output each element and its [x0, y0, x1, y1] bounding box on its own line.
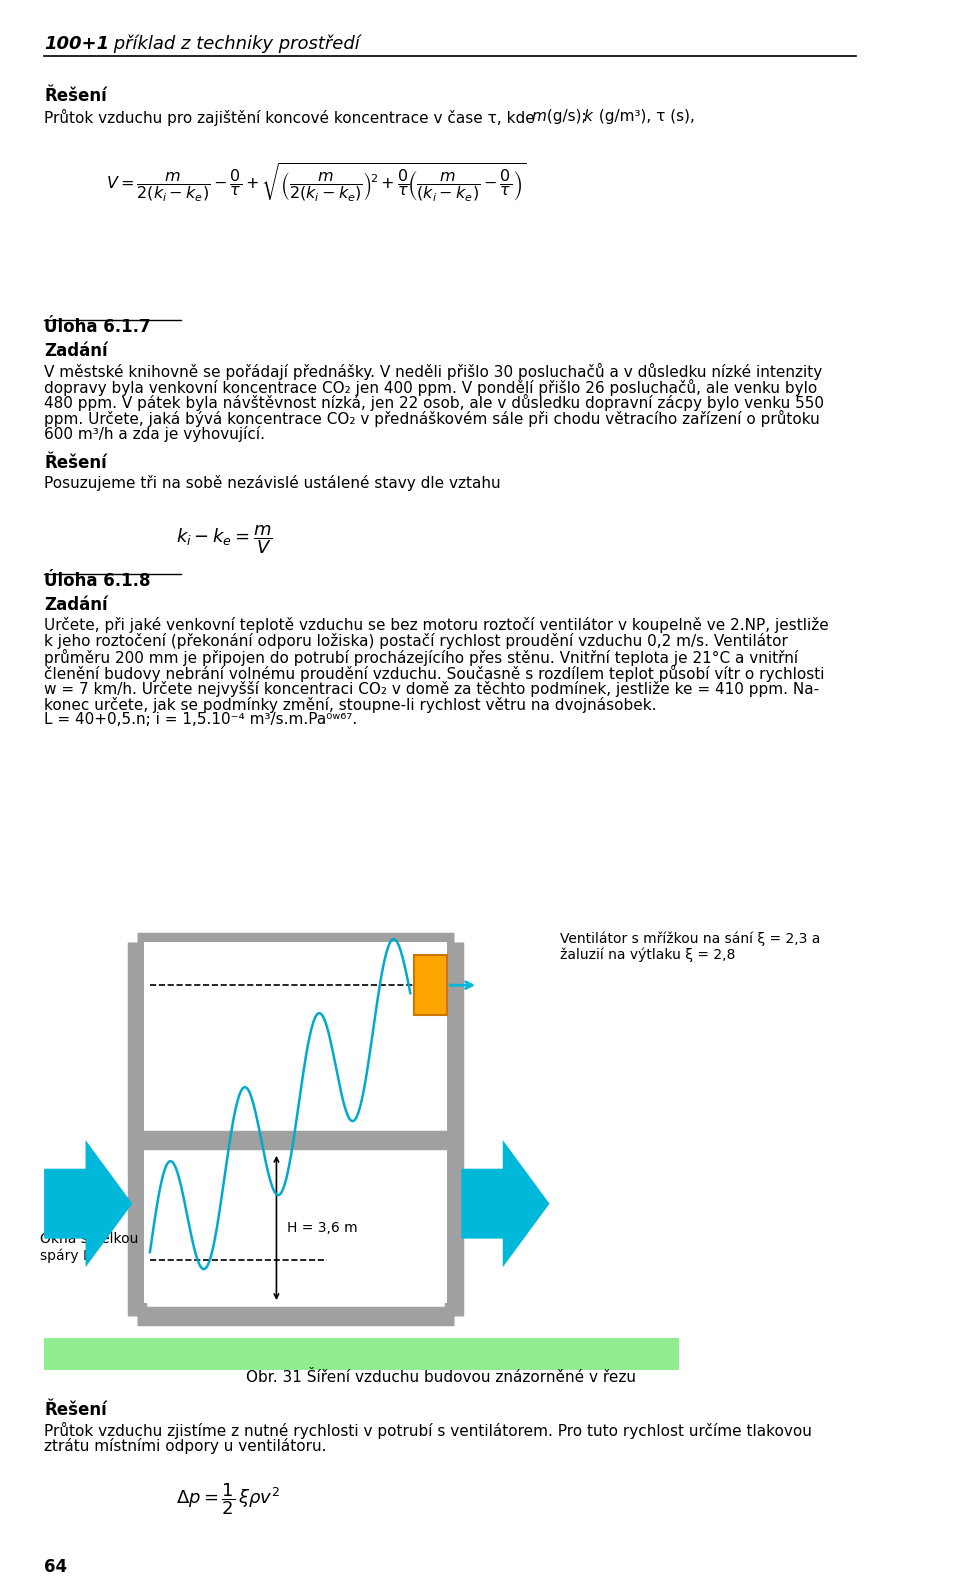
Text: Posuzujeme tři na sobě nezávislé ustálené stavy dle vztahu: Posuzujeme tři na sobě nezávislé ustálen… — [44, 475, 501, 491]
Text: w = 7 km/h. Určete nejvyšší koncentraci CO₂ v domě za těchto podmínek, jestliže : w = 7 km/h. Určete nejvyšší koncentraci … — [44, 680, 819, 696]
Text: 100+1: 100+1 — [44, 35, 109, 52]
Text: Řešení: Řešení — [44, 87, 107, 105]
Polygon shape — [44, 1141, 132, 1268]
Text: $\Delta p = \dfrac{1}{2}\,\xi\rho v^2$: $\Delta p = \dfrac{1}{2}\,\xi\rho v^2$ — [177, 1481, 280, 1517]
Text: ztrátu místními odpory u ventilátoru.: ztrátu místními odpory u ventilátoru. — [44, 1438, 326, 1454]
Text: Průtok vzduchu zjistíme z nutné rychlosti v potrubí s ventilátorem. Pro tuto ryc: Průtok vzduchu zjistíme z nutné rychlost… — [44, 1422, 812, 1440]
Text: příklad z techniky prostředí: příklad z techniky prostředí — [108, 35, 359, 54]
Text: k jeho roztočení (překonání odporu ložiska) postačí rychlost proudění vzduchu 0,: k jeho roztočení (překonání odporu ložis… — [44, 632, 788, 648]
Bar — [144, 942, 447, 1303]
Text: L = 40+0,5.n; i = 1,5.10⁻⁴ m³/s.m.Pa⁰ʷ⁶⁷.: L = 40+0,5.n; i = 1,5.10⁻⁴ m³/s.m.Pa⁰ʷ⁶⁷… — [44, 712, 357, 728]
Text: Určete, při jaké venkovní teplotě vzduchu se bez motoru roztočí ventilátor v kou: Určete, při jaké venkovní teplotě vzduch… — [44, 617, 828, 632]
Text: Ventilátor s mřížkou na sání ξ = 2,3 a
žaluzií na výtlaku ξ = 2,8: Ventilátor s mřížkou na sání ξ = 2,3 a ž… — [560, 931, 821, 963]
Text: 64: 64 — [44, 1559, 67, 1576]
Text: 600 m³/h a zda je vyhovující.: 600 m³/h a zda je vyhovující. — [44, 426, 265, 442]
Text: H = 3,6 m: H = 3,6 m — [287, 1220, 358, 1235]
Text: Úloha 6.1.7: Úloha 6.1.7 — [44, 318, 151, 335]
Text: Obr. 31 Šíření vzduchu budovou znázorněné v řezu: Obr. 31 Šíření vzduchu budovou znázorněn… — [246, 1370, 636, 1384]
Text: m: m — [532, 108, 547, 124]
Text: $V = \dfrac{m}{2(k_i - k_e)} - \dfrac{0}{\tau} + \sqrt{\left(\dfrac{m}{2(k_i - k: $V = \dfrac{m}{2(k_i - k_e)} - \dfrac{0}… — [106, 162, 526, 205]
Text: Okna s délkou
spáry L: Okna s délkou spáry L — [39, 1231, 138, 1263]
Text: (g/s);: (g/s); — [542, 108, 592, 124]
Text: Řešení: Řešení — [44, 454, 107, 472]
Text: průměru 200 mm je připojen do potrubí procházejícího přes stěnu. Vnitřní teplota: průměru 200 mm je připojen do potrubí pr… — [44, 648, 798, 666]
Text: $k_i - k_e = \dfrac{m}{V}$: $k_i - k_e = \dfrac{m}{V}$ — [177, 523, 274, 556]
Text: (g/m³), τ (s),: (g/m³), τ (s), — [593, 108, 694, 124]
Polygon shape — [462, 1141, 549, 1268]
Text: Průtok vzduchu pro zajištění koncové koncentrace v čase τ, kde: Průtok vzduchu pro zajištění koncové kon… — [44, 108, 540, 126]
Text: konec určete, jak se podmínky změní, stoupne-li rychlost větru na dvojnásobek.: konec určete, jak se podmínky změní, sto… — [44, 696, 657, 712]
Text: členění budovy nebrání volnému proudění vzduchu. Současně s rozdílem teplot půso: členění budovy nebrání volnému proudění … — [44, 664, 825, 682]
Bar — [144, 1131, 447, 1150]
Text: dopravy byla venkovní koncentrace CO₂ jen 400 ppm. V pondělí přišlo 26 posluchač: dopravy byla venkovní koncentrace CO₂ je… — [44, 378, 817, 396]
Text: ppm. Určete, jaká bývá koncentrace CO₂ v přednáškovém sále při chodu větracího z: ppm. Určete, jaká bývá koncentrace CO₂ v… — [44, 410, 820, 427]
Text: V městské knihovně se pořádají přednášky. V neděli přišlo 30 posluchačů a v důsl: V městské knihovně se pořádají přednášky… — [44, 362, 823, 380]
Text: Úloha 6.1.8: Úloha 6.1.8 — [44, 572, 151, 590]
Text: Zadání: Zadání — [44, 342, 108, 361]
Text: k: k — [584, 108, 592, 124]
Text: Zadání: Zadání — [44, 596, 108, 615]
Text: Řešení: Řešení — [44, 1401, 107, 1419]
Text: 480 ppm. V pátek byla návštěvnost nízká, jen 22 osob, ale v důsledku dopravní zá: 480 ppm. V pátek byla návštěvnost nízká,… — [44, 394, 824, 412]
Bar — [44, 1338, 679, 1370]
Bar — [414, 955, 447, 1015]
